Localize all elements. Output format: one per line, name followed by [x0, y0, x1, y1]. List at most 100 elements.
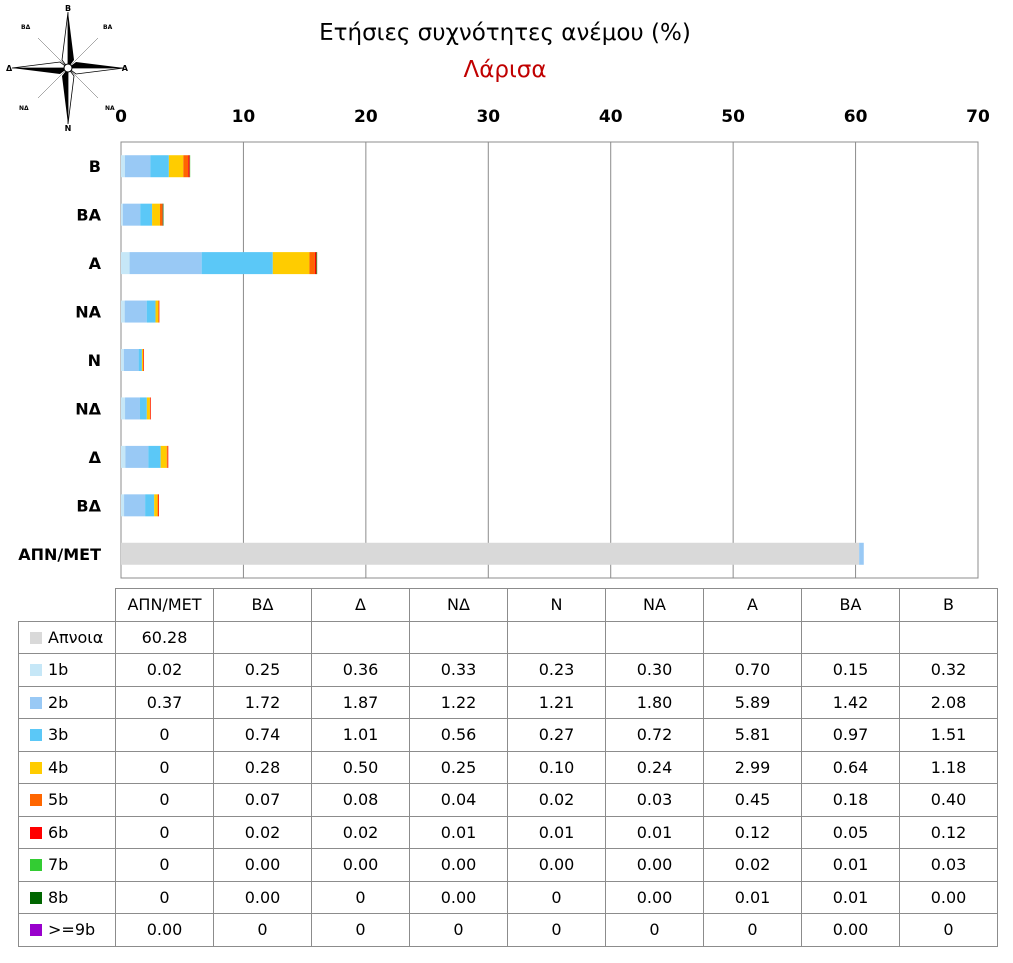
table-cell: 0.01 — [703, 880, 802, 914]
table-cell: 0 — [311, 913, 410, 947]
table-cell: 0.01 — [409, 815, 508, 849]
compass-southwest-label: NΔ — [19, 105, 29, 112]
table-row: 3b 0 0.74 1.01 0.56 0.27 0.72 5.81 0.97 1.51 — [18, 718, 998, 752]
table-cell: 0.56 — [409, 718, 508, 752]
bar-segment — [121, 155, 125, 178]
bar-segment — [162, 203, 163, 226]
table-column-header: Β — [899, 588, 998, 622]
bar-segment — [158, 300, 159, 323]
table-row: Απνοια 60.28 — [18, 620, 998, 654]
bar-segment — [158, 300, 160, 323]
table-cell — [213, 620, 312, 654]
table-cell — [899, 620, 998, 654]
legend-label: 3b — [48, 725, 69, 745]
compass-north-label: B — [65, 4, 71, 13]
bar-segment — [160, 445, 167, 468]
table-cell: 0 — [115, 880, 214, 914]
bar-segment — [129, 252, 202, 275]
bar-segment — [124, 155, 151, 178]
table-cell: 0 — [409, 913, 508, 947]
table-cell: 0.18 — [801, 783, 900, 817]
table-cell: 1.01 — [311, 718, 410, 752]
table-cell: 0.33 — [409, 653, 508, 687]
table-cell: 0.97 — [801, 718, 900, 752]
table-cell: 0.23 — [507, 653, 606, 687]
bar-segment — [125, 397, 140, 420]
legend-entry: 1b — [18, 653, 116, 687]
table-cell: 0.02 — [703, 848, 802, 882]
table-cell — [311, 620, 410, 654]
bar-segment — [859, 542, 864, 565]
y-category-label: Β — [89, 157, 101, 176]
legend-swatch — [30, 761, 42, 774]
table-cell: 0 — [115, 718, 214, 752]
bar-segment — [140, 203, 153, 226]
bar-segment — [150, 397, 151, 420]
bar-segment — [143, 349, 144, 371]
legend-label: Απνοια — [48, 627, 104, 647]
bar-segment — [121, 203, 123, 226]
table-column-header: Ν — [507, 588, 606, 622]
table-cell: 0.25 — [213, 653, 312, 687]
table-cell: 0.40 — [899, 783, 998, 817]
table-cell: 0.01 — [605, 815, 704, 849]
table-cell: 0.00 — [507, 848, 606, 882]
bar-segment — [146, 300, 156, 323]
table-cell: 0.00 — [409, 880, 508, 914]
table-cell: 0.00 — [213, 880, 312, 914]
compass-south-label: N — [65, 124, 72, 132]
bar-segment — [159, 203, 163, 226]
legend-entry: 7b — [18, 848, 116, 882]
table-cell: 1.87 — [311, 685, 410, 719]
y-category-label: ΝΑ — [75, 303, 101, 322]
bar-segment — [150, 155, 169, 178]
table-cell: 60.28 — [115, 620, 214, 654]
table-cell: 0.32 — [899, 653, 998, 687]
bar-segment — [168, 155, 184, 178]
table-cell: 0.45 — [703, 783, 802, 817]
bar-segment — [122, 203, 141, 226]
table-cell: 0.00 — [605, 848, 704, 882]
bar-segment — [152, 203, 160, 226]
bar-segment — [188, 155, 190, 178]
x-tick-label: 50 — [721, 107, 745, 127]
y-category-label: ΝΔ — [75, 399, 101, 418]
legend-label: 1b — [48, 660, 69, 680]
bar-segment — [139, 397, 147, 420]
table-cell: 0.24 — [605, 750, 704, 784]
bar-segment — [309, 252, 315, 275]
bar-segment — [121, 349, 124, 371]
table-cell — [703, 620, 802, 654]
table-cell: 0.50 — [311, 750, 410, 784]
bar-segment — [124, 494, 146, 517]
table-cell: 0.02 — [311, 815, 410, 849]
y-category-label: Δ — [89, 448, 102, 467]
chart-title: Ετήσιες συχνότητες ανέμου (%) — [319, 20, 691, 46]
bar-segment — [141, 349, 144, 371]
table-cell: 0.10 — [507, 750, 606, 784]
y-category-label: ΒΔ — [76, 496, 101, 515]
y-category-label: Ν — [88, 351, 101, 370]
bar-segment — [121, 300, 125, 323]
table-cell: 1.21 — [507, 685, 606, 719]
bar-segment — [124, 300, 147, 323]
table-cell: 0.02 — [507, 783, 606, 817]
legend-swatch — [30, 859, 42, 872]
bar-segment — [189, 155, 191, 178]
table-row: 8b 0 0.00 0 0.00 0 0.00 0.01 0.01 0.00 — [18, 880, 998, 914]
table-corner — [18, 588, 116, 622]
legend-label: 5b — [48, 790, 69, 810]
table-cell: 0.02 — [213, 815, 312, 849]
bar-segment — [166, 445, 168, 468]
legend-swatch — [30, 826, 42, 839]
table-cell — [605, 620, 704, 654]
table-cell: 0.12 — [899, 815, 998, 849]
table-cell: 0 — [703, 913, 802, 947]
table-cell: 0.15 — [801, 653, 900, 687]
legend-swatch — [30, 696, 42, 709]
table-cell — [409, 620, 508, 654]
legend-label: 8b — [48, 887, 69, 907]
bar-segment — [158, 494, 159, 517]
table-cell: 0.04 — [409, 783, 508, 817]
chart-subtitle: Λάρισα — [463, 57, 547, 83]
